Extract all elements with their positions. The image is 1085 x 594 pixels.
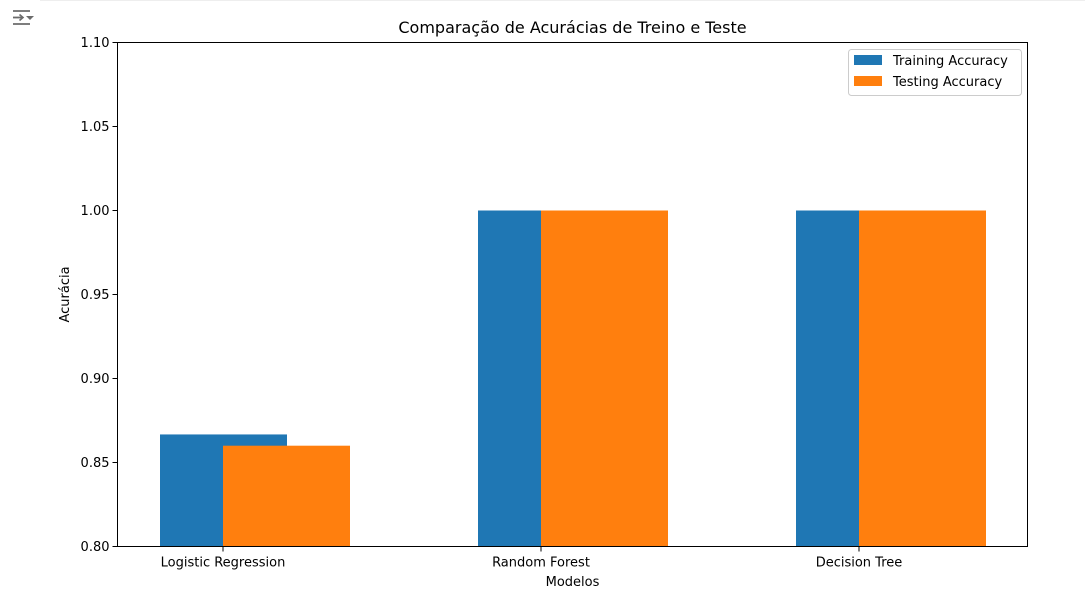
x-axis: Logistic Regression Random Forest Decision… xyxy=(161,546,903,571)
output-collapse-icon[interactable] xyxy=(10,6,36,30)
y-tick-label: 0.80 xyxy=(81,540,110,555)
y-tick-label: 0.95 xyxy=(81,288,110,303)
bar-testing-accuracy-random-forest xyxy=(541,210,668,547)
legend-label-training: Training Accuracy xyxy=(892,54,1008,69)
legend-swatch-testing xyxy=(854,76,882,86)
cell-top-border xyxy=(40,0,1085,1)
bar-testing-accuracy-logistic-regression xyxy=(223,445,350,547)
plot-frame xyxy=(117,42,1028,547)
bars-layer xyxy=(160,210,986,547)
legend-box xyxy=(848,49,1022,96)
y-axis: 0.80 0.85 0.90 0.95 1.00 1.05 1.10 xyxy=(81,36,118,555)
x-axis-label: Modelos xyxy=(546,575,600,590)
y-axis-label: Acurácia xyxy=(58,266,73,322)
y-tick-label: 0.85 xyxy=(81,456,110,471)
y-tick-label: 1.10 xyxy=(81,36,110,51)
x-tick-label-decision-tree: Decision Tree xyxy=(816,556,903,571)
x-tick-label-logistic-regression: Logistic Regression xyxy=(161,556,286,571)
y-tick-label: 1.00 xyxy=(81,204,110,219)
legend-swatch-training xyxy=(854,55,882,65)
bar-testing-accuracy-decision-tree xyxy=(859,210,986,547)
legend: Training Accuracy Testing Accuracy xyxy=(848,49,1022,96)
legend-label-testing: Testing Accuracy xyxy=(892,75,1002,90)
y-tick-label: 0.90 xyxy=(81,372,110,387)
y-tick-label: 1.05 xyxy=(81,120,110,135)
x-tick-label-random-forest: Random Forest xyxy=(492,556,590,571)
chart-title: Comparação de Acurácias de Treino e Test… xyxy=(398,18,746,37)
